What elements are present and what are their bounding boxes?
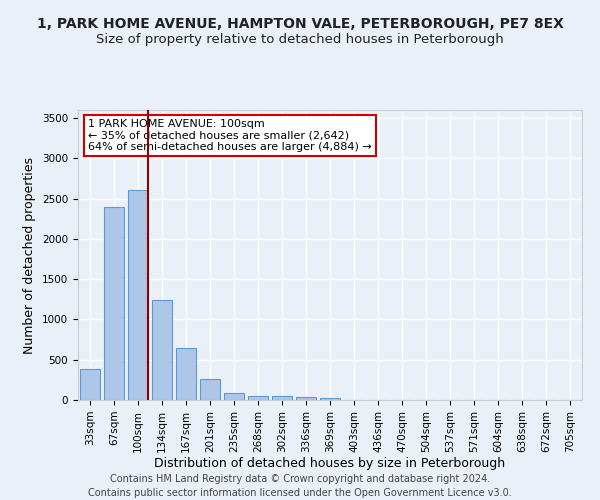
Bar [152, 300, 172, 400]
X-axis label: Distribution of detached houses by size in Peterborough: Distribution of detached houses by size … [154, 458, 506, 470]
Bar [320, 398, 340, 400]
Bar [176, 348, 196, 400]
Text: Size of property relative to detached houses in Peterborough: Size of property relative to detached ho… [96, 32, 504, 46]
Bar [104, 206, 124, 400]
Y-axis label: Number of detached properties: Number of detached properties [23, 156, 37, 354]
Text: 1 PARK HOME AVENUE: 100sqm
← 35% of detached houses are smaller (2,642)
64% of s: 1 PARK HOME AVENUE: 100sqm ← 35% of deta… [88, 118, 372, 152]
Bar [80, 368, 100, 400]
Bar [272, 396, 292, 400]
Text: 1, PARK HOME AVENUE, HAMPTON VALE, PETERBOROUGH, PE7 8EX: 1, PARK HOME AVENUE, HAMPTON VALE, PETER… [37, 18, 563, 32]
Text: Contains HM Land Registry data © Crown copyright and database right 2024.
Contai: Contains HM Land Registry data © Crown c… [88, 474, 512, 498]
Bar [248, 396, 268, 400]
Bar [224, 393, 244, 400]
Bar [128, 190, 148, 400]
Bar [200, 380, 220, 400]
Bar [296, 397, 316, 400]
